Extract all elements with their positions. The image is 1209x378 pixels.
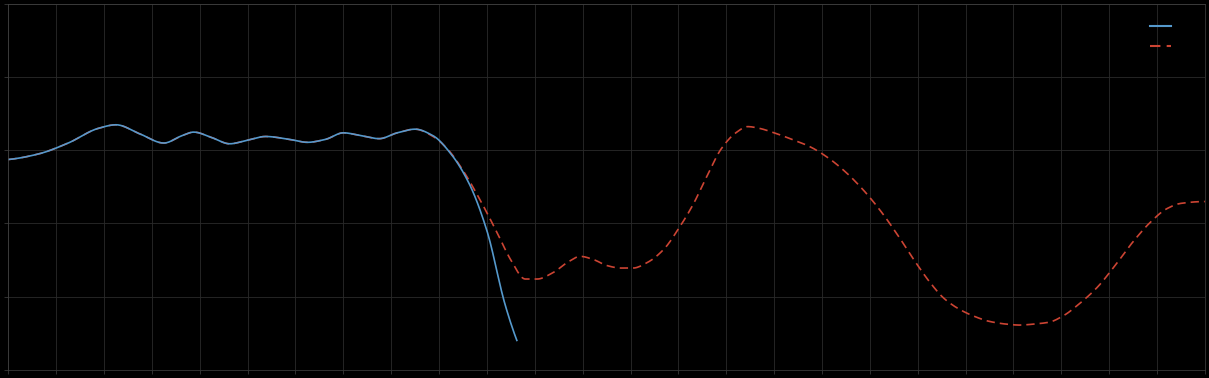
Legend: , : , [1149,20,1174,52]
